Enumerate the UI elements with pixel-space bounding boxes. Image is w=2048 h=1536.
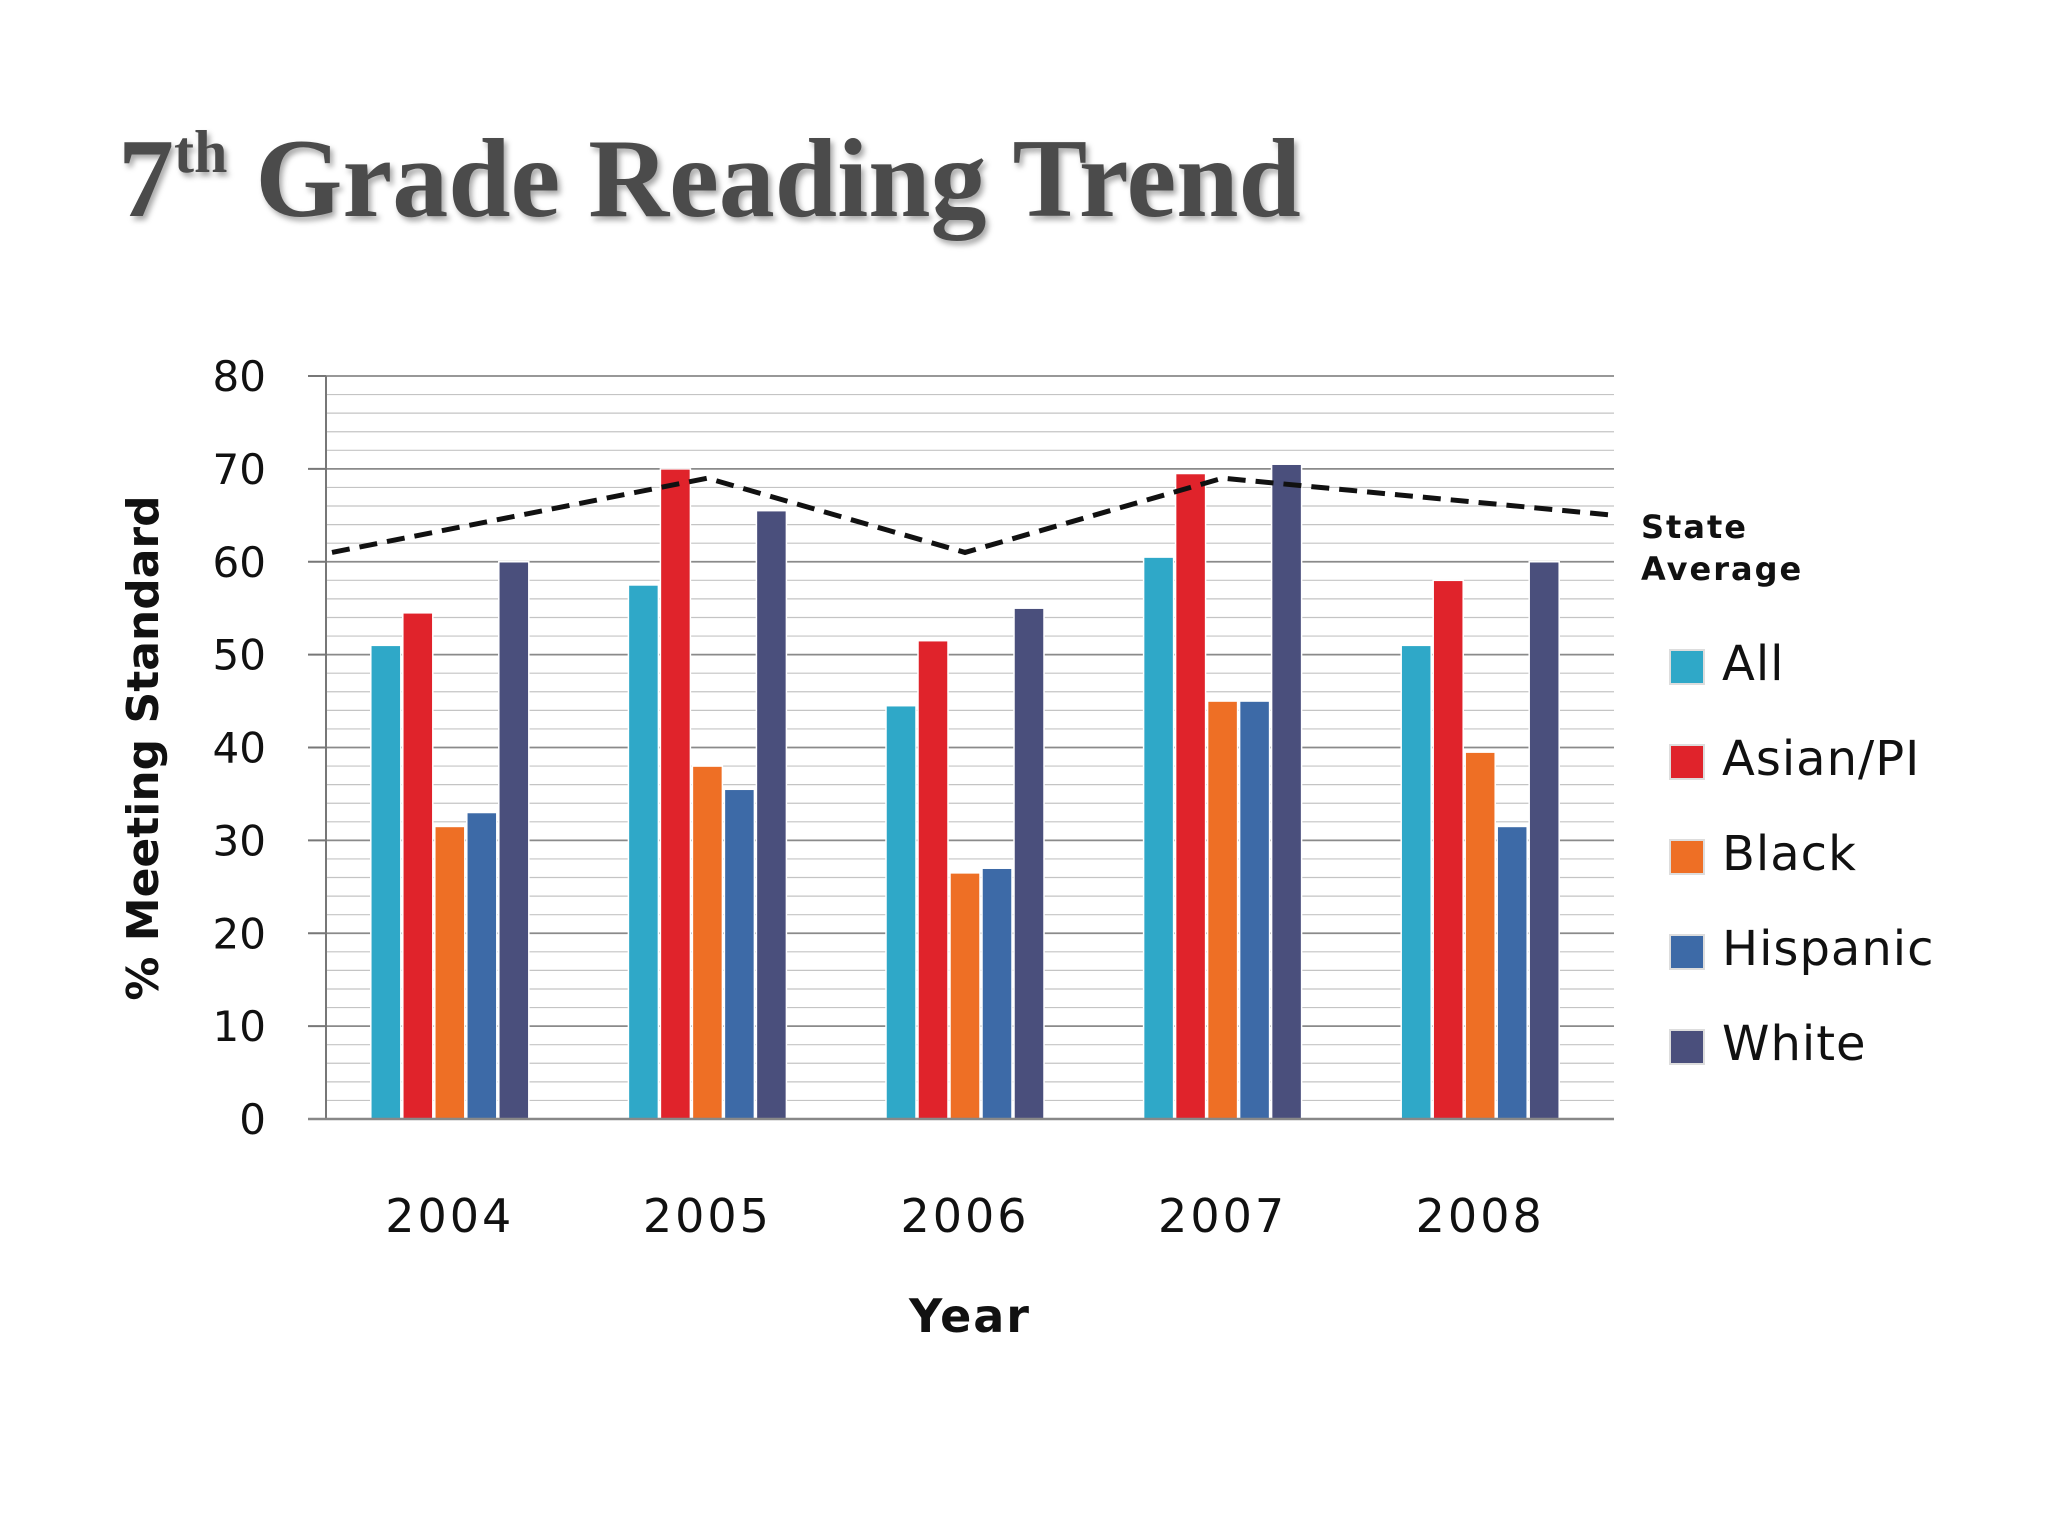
y-tick-label: 60 (213, 538, 266, 587)
bar-all-2006 (885, 704, 917, 1120)
legend-label: Hispanic (1722, 921, 1934, 977)
bar-asian-pi-2007 (1174, 472, 1207, 1120)
state-average-label: State (1641, 508, 1748, 546)
axes: 0 10 20 30 40 50 60 70 80 2004 2005 2006 2007 2008 Yea… (118, 352, 1614, 1343)
y-tick-label: 30 (213, 816, 266, 865)
chart-title: 7th Grade Reading Trend (118, 117, 1301, 241)
legend-swatch (1669, 934, 1705, 970)
state-average-line (331, 475, 1615, 556)
bar-hispanic-2007 (1238, 700, 1271, 1120)
y-axis-title: % Meeting Standard (118, 495, 169, 1000)
x-tick-label: 2006 (900, 1189, 1029, 1243)
bar-asian-pi-2004 (402, 612, 434, 1120)
x-tick-label: 2008 (1416, 1189, 1545, 1243)
bar-white-2007 (1270, 463, 1303, 1120)
bar-asian-pi-2008 (1432, 579, 1464, 1120)
legend-label: White (1722, 1016, 1867, 1072)
x-axis-title: Year (908, 1289, 1031, 1343)
legend-label: All (1722, 636, 1785, 692)
bar-white-2005 (755, 509, 788, 1120)
bar-black-2004 (434, 825, 466, 1120)
state-average-line-group: State Average (331, 475, 1803, 588)
bar-hispanic-2005 (723, 788, 756, 1120)
x-tick-label: 2005 (643, 1189, 772, 1243)
y-tick-label: 20 (213, 909, 266, 958)
legend: All Asian/PI Black Hispanic White (1669, 636, 1934, 1072)
y-tick-label: 50 (213, 631, 266, 680)
bar-all-2007 (1142, 556, 1175, 1120)
y-tick-label: 0 (239, 1095, 266, 1144)
bars (370, 463, 1560, 1120)
bar-asian-pi-2005 (659, 468, 692, 1120)
x-tick-label: 2007 (1158, 1189, 1287, 1243)
bar-white-2008 (1528, 561, 1560, 1120)
y-tick-label: 10 (213, 1002, 266, 1051)
state-average-label: Average (1641, 550, 1803, 588)
legend-label: Black (1722, 826, 1857, 882)
bar-all-2005 (627, 584, 660, 1120)
x-tick-label: 2004 (385, 1189, 514, 1243)
bar-white-2004 (498, 561, 530, 1120)
y-tick-label: 40 (213, 724, 266, 773)
bar-asian-pi-2006 (917, 639, 949, 1120)
bar-white-2006 (1013, 607, 1045, 1120)
bar-black-2006 (949, 872, 981, 1120)
y-tick-label: 80 (213, 352, 266, 401)
legend-swatch (1669, 744, 1705, 780)
legend-swatch (1669, 839, 1705, 875)
legend-swatch (1669, 649, 1705, 685)
bar-black-2008 (1464, 751, 1496, 1120)
bar-black-2007 (1206, 700, 1239, 1120)
legend-swatch (1669, 1029, 1705, 1065)
legend-label: Asian/PI (1722, 731, 1920, 787)
bar-black-2005 (691, 765, 724, 1120)
bar-hispanic-2008 (1496, 825, 1528, 1120)
y-tick-label: 70 (213, 445, 266, 494)
title-ordinal-suffix: th (174, 118, 228, 185)
bar-hispanic-2006 (981, 867, 1013, 1120)
title-number: 7 (118, 117, 174, 241)
bar-all-2004 (370, 644, 402, 1120)
bar-all-2008 (1400, 644, 1432, 1120)
title-rest: Grade Reading Trend (227, 117, 1301, 241)
bar-hispanic-2004 (466, 811, 498, 1120)
